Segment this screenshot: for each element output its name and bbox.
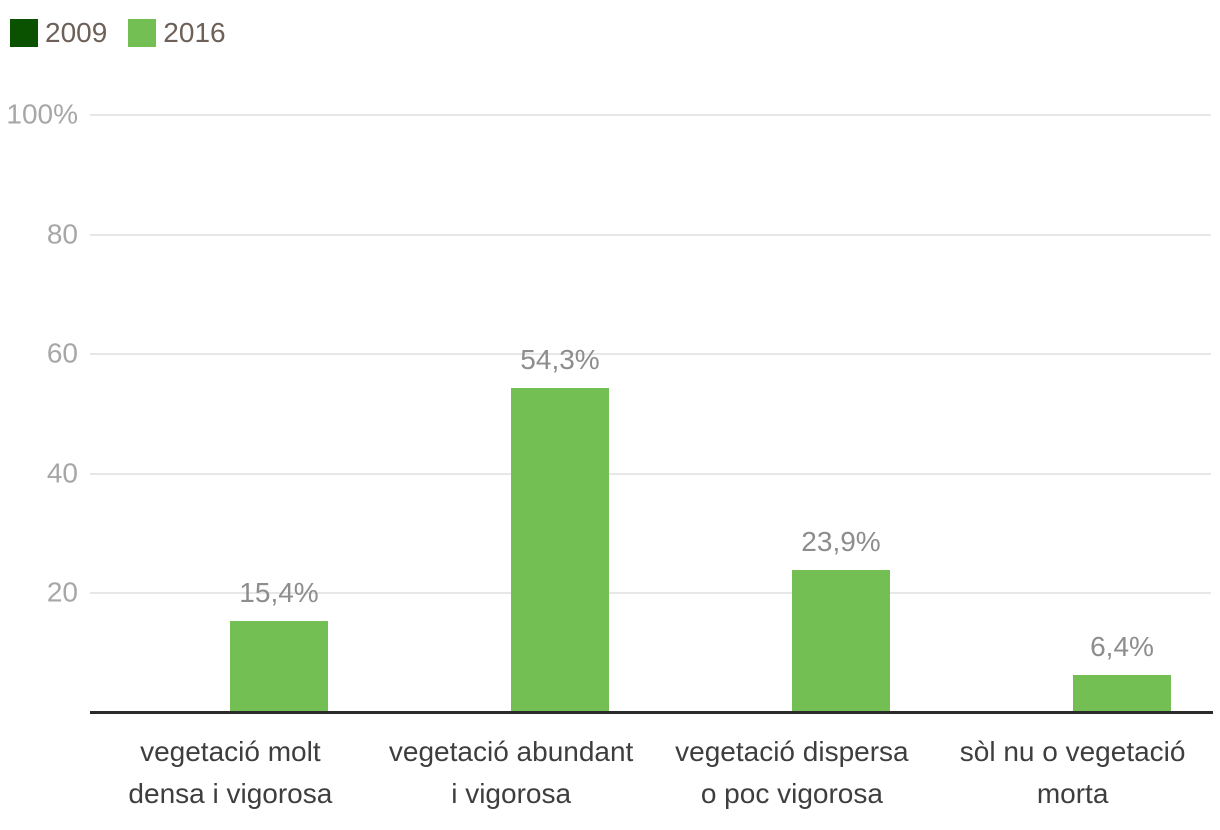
x-axis-category-label-2: vegetació dispersa o poc vigorosa	[675, 731, 908, 815]
y-gridline-100	[90, 114, 1211, 116]
bar-2016-1[interactable]	[511, 388, 609, 713]
y-axis-tick-label-100: 100%	[6, 98, 78, 130]
x-axis-category-label-0: vegetació molt densa i vigorosa	[128, 731, 332, 815]
bar-value-label-2: 23,9%	[801, 526, 881, 557]
bar-value-label-1: 54,3%	[520, 344, 600, 375]
category-label-line: i vigorosa	[451, 778, 572, 809]
x-axis-category-label-1: vegetació abundant i vigorosa	[389, 731, 633, 815]
legend-label-2009: 2009	[45, 17, 108, 48]
chart-legend: 2009 2016	[10, 19, 247, 47]
legend-label-2016: 2016	[163, 17, 226, 48]
category-label-line: vegetació molt	[140, 736, 321, 767]
category-label-line: sòl nu o vegetació	[959, 736, 1186, 767]
category-label-line: vegetació abundant	[388, 736, 634, 767]
category-label-line: morta	[1036, 778, 1109, 809]
legend-swatch-2016-icon	[128, 19, 157, 47]
y-gridline-60	[90, 353, 1211, 355]
x-axis-category-label-3: sòl nu o vegetació morta	[960, 731, 1186, 815]
y-axis-tick-label-80: 80	[46, 218, 78, 250]
y-gridline-40	[90, 473, 1211, 475]
legend-item-2009[interactable]: 2009	[10, 19, 107, 47]
category-label-line: vegetació dispersa	[675, 736, 909, 767]
bar-2016-0[interactable]	[230, 621, 328, 713]
legend-item-2016[interactable]: 2016	[128, 17, 226, 48]
legend-swatch-2009-icon	[10, 19, 38, 47]
x-axis-line	[90, 711, 1213, 714]
y-axis-tick-label-40: 40	[46, 457, 78, 489]
y-axis-tick-label-60: 60	[46, 337, 78, 369]
bar-2016-3[interactable]	[1073, 675, 1171, 713]
category-label-line: o poc vigorosa	[700, 778, 883, 809]
category-label-line: densa i vigorosa	[128, 778, 333, 809]
y-gridline-80	[90, 234, 1211, 236]
bar-value-label-3: 6,4%	[1090, 631, 1154, 662]
y-gridline-20	[90, 592, 1211, 594]
bar-value-label-0: 15,4%	[239, 577, 319, 608]
bar-2016-2[interactable]	[792, 570, 890, 713]
y-axis-tick-label-20: 20	[46, 576, 78, 608]
